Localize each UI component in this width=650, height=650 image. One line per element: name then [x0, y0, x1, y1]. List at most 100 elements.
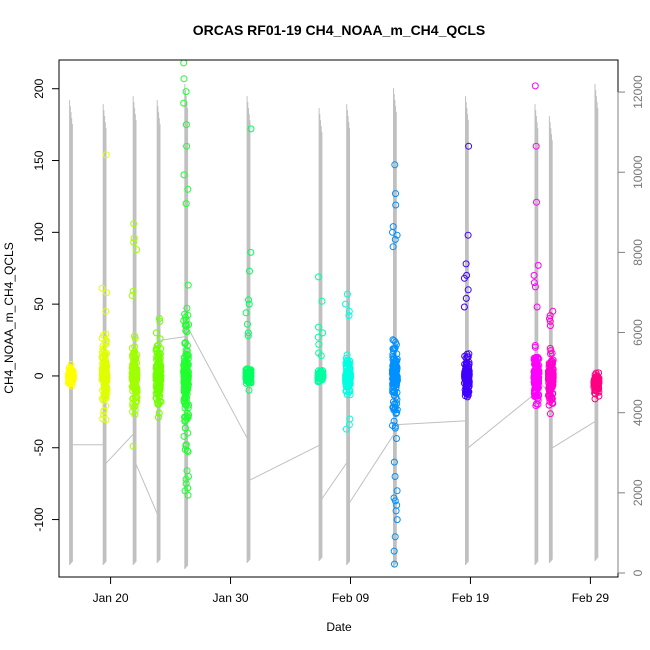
data-point	[546, 344, 554, 352]
data-point	[343, 391, 351, 399]
data-point	[389, 404, 397, 412]
data-point	[390, 417, 398, 425]
data-point	[155, 401, 162, 408]
data-point	[244, 329, 252, 337]
data-point	[591, 395, 599, 403]
data-point	[180, 75, 188, 83]
data-point	[98, 334, 106, 342]
data-point	[133, 246, 141, 254]
data-point	[533, 375, 541, 383]
data-point	[393, 435, 400, 442]
data-point	[129, 442, 137, 450]
data-point	[531, 342, 539, 349]
data-point	[465, 142, 473, 150]
data-point	[390, 458, 398, 466]
data-point	[129, 287, 137, 295]
y-tick-label: -100	[32, 507, 46, 531]
data-point	[182, 121, 190, 129]
data-point	[181, 404, 189, 412]
data-point	[247, 366, 255, 374]
data-point	[393, 389, 401, 396]
data-point	[545, 385, 553, 392]
data-point	[129, 402, 137, 410]
data-point	[534, 261, 542, 269]
data-point	[343, 376, 351, 384]
data-point	[392, 362, 400, 370]
data-point	[184, 380, 192, 388]
data-point	[531, 356, 539, 364]
data-point	[244, 320, 251, 328]
data-point	[68, 374, 75, 381]
y2-tick-label: 12000	[631, 75, 645, 109]
series-rf04	[152, 315, 165, 421]
data-point	[155, 315, 163, 322]
data-point	[390, 379, 398, 386]
series-rf09	[388, 161, 401, 568]
data-point	[153, 345, 161, 353]
data-point	[102, 151, 110, 159]
data-point	[315, 273, 322, 281]
data-point	[545, 363, 553, 371]
data-point	[342, 375, 350, 383]
data-point	[545, 372, 553, 380]
data-point	[182, 322, 190, 330]
data-point	[392, 201, 400, 209]
data-point	[346, 357, 354, 365]
x-axis-label: Date	[326, 620, 352, 634]
data-point	[318, 297, 326, 305]
y2-tick-label: 2000	[631, 479, 645, 506]
data-point	[546, 410, 554, 418]
data-point	[391, 376, 399, 384]
y-tick-label: -50	[32, 439, 46, 457]
data-point	[181, 313, 189, 321]
data-point	[546, 322, 554, 330]
x-axis: Jan 20 Jan 30 Feb 09 Feb 19 Feb 29	[93, 576, 609, 605]
data-point	[245, 300, 253, 308]
data-point	[533, 198, 540, 206]
data-point	[182, 327, 190, 335]
data-point	[152, 365, 160, 373]
data-point	[102, 339, 110, 347]
data-point	[535, 391, 543, 399]
data-point	[181, 340, 189, 348]
plot-area: -100-50050100150200020004000600080001000…	[32, 59, 645, 605]
data-point	[462, 260, 470, 268]
data-point	[155, 374, 163, 382]
data-point	[100, 407, 108, 415]
altitude-transit-line	[320, 460, 349, 502]
data-point	[130, 357, 138, 365]
data-point	[391, 236, 399, 243]
data-point	[181, 395, 189, 403]
data-point	[345, 307, 353, 315]
y2-axis: 0 2000 4000 6000 8000 10000 12000	[617, 75, 645, 576]
altitude-transit-line	[347, 432, 396, 506]
altitude-transit-line	[550, 420, 597, 450]
data-point	[184, 491, 192, 499]
series-rf03	[128, 220, 141, 450]
data-point	[154, 341, 162, 349]
chart-title: ORCAS RF01-19 CH4_NOAA_m_CH4_QCLS	[193, 22, 486, 38]
data-point	[182, 88, 190, 96]
data-point	[102, 330, 110, 338]
data-point	[99, 415, 107, 423]
data-point	[184, 377, 192, 385]
data-point	[392, 190, 399, 198]
data-point	[180, 388, 188, 396]
data-point	[152, 329, 160, 337]
series-rf01	[65, 361, 77, 390]
data-point	[393, 487, 401, 495]
data-point	[180, 171, 188, 179]
data-point	[183, 304, 191, 312]
x-tick-label: Feb 09	[332, 591, 370, 605]
data-point	[533, 303, 541, 311]
data-point	[531, 381, 539, 389]
data-point	[182, 416, 189, 424]
data-point	[182, 391, 189, 399]
data-point	[391, 400, 399, 408]
data-point	[549, 374, 557, 382]
data-point	[534, 400, 542, 408]
y2-tick-label: 4000	[631, 399, 645, 426]
y-tick-label: 50	[32, 297, 46, 311]
data-point	[391, 533, 399, 541]
